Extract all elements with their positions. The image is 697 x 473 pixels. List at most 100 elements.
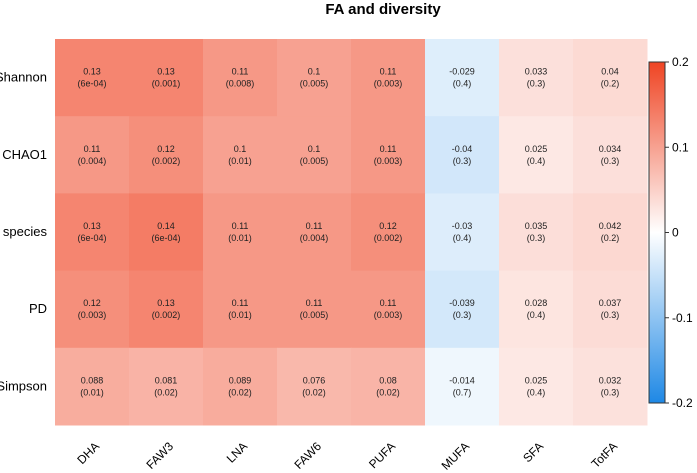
cell-pvalue-label: (6e-04) (77, 79, 106, 89)
cell-pvalue-label: (0.005) (300, 310, 329, 320)
cell-pvalue-label: (0.2) (601, 233, 620, 243)
cell-pvalue-label: (6e-04) (151, 233, 180, 243)
heatmap-cell (129, 39, 204, 117)
cell-value-label: 0.13 (83, 221, 101, 231)
cell-value-label: 0.11 (306, 298, 323, 308)
heatmap-cell (425, 116, 500, 194)
cell-value-label: 0.13 (157, 298, 175, 308)
cell-pvalue-label: (0.02) (228, 387, 252, 397)
heatmap-cell (351, 193, 426, 272)
cell-pvalue-label: (0.01) (228, 233, 252, 243)
cell-value-label: -0.03 (452, 221, 473, 231)
heatmap-cell (573, 39, 648, 117)
heatmap-cell (55, 270, 130, 349)
heatmap-cell (203, 193, 278, 272)
cell-value-label: -0.04 (452, 144, 473, 154)
cell-value-label: 0.12 (379, 221, 397, 231)
cell-value-label: 0.037 (599, 298, 622, 308)
column-label: DHA (74, 439, 102, 467)
legend-tick-label: 0 (672, 226, 679, 240)
heatmap-cell (573, 347, 648, 426)
cell-value-label: 0.11 (232, 298, 249, 308)
column-label: MUFA (439, 439, 472, 472)
row-label: Shannon (0, 70, 47, 85)
heatmap-cell (499, 116, 574, 194)
heatmap-cell (129, 270, 204, 349)
cell-pvalue-label: (0.3) (601, 310, 620, 320)
column-label: FAW3 (143, 439, 176, 472)
heatmap-cell (203, 39, 278, 117)
legend-tick-label: -0.2 (672, 396, 693, 410)
cell-value-label: 0.025 (525, 144, 548, 154)
cell-pvalue-label: (0.4) (527, 387, 546, 397)
heatmap-cell (425, 39, 500, 117)
row-labels: Shannon CHAO1 Obs species PD Simpson (0, 70, 47, 394)
cell-pvalue-label: (0.002) (152, 156, 181, 166)
heatmap-cell (277, 39, 352, 117)
column-label: PUFA (366, 439, 398, 471)
legend-ticks: 0.2 0.1 0 -0.1 -0.2 (665, 55, 693, 410)
heatmap-cell (573, 270, 648, 349)
cell-value-label: 0.11 (232, 67, 249, 77)
cell-value-label: 0.12 (83, 298, 101, 308)
heatmap-cell (499, 193, 574, 272)
cell-pvalue-label: (0.003) (374, 79, 403, 89)
cell-pvalue-label: (6e-04) (77, 233, 106, 243)
heatmap-cell (203, 347, 278, 426)
cell-pvalue-label: (0.002) (374, 233, 403, 243)
legend-tick-label: 0.1 (672, 140, 689, 154)
cell-pvalue-label: (0.3) (527, 79, 546, 89)
cell-pvalue-label: (0.4) (527, 156, 546, 166)
cell-value-label: 0.11 (84, 144, 101, 154)
legend-colorbar (648, 61, 666, 404)
cell-pvalue-label: (0.4) (453, 233, 472, 243)
cell-value-label: 0.034 (599, 144, 622, 154)
cell-pvalue-label: (0.001) (152, 79, 181, 89)
cell-value-label: 0.076 (303, 375, 326, 385)
heatmap-cell (55, 347, 130, 426)
heatmap-cell (573, 193, 648, 272)
heatmap-cell (55, 193, 130, 272)
cell-pvalue-label: (0.005) (300, 156, 329, 166)
cell-pvalue-label: (0.01) (80, 387, 104, 397)
cell-pvalue-label: (0.005) (300, 79, 329, 89)
heatmap-cells: 0.13 (6e-04) 0.13 (0.001) 0.11 (0.008) 0.1 (0.0… (55, 39, 648, 426)
heatmap-cell (499, 347, 574, 426)
cell-pvalue-label: (0.004) (300, 233, 329, 243)
color-legend: 0.2 0.1 0 -0.1 -0.2 (648, 55, 693, 410)
row-label: PD (29, 301, 47, 316)
cell-value-label: -0.039 (449, 298, 475, 308)
cell-value-label: 0.13 (83, 67, 101, 77)
heatmap-cell (425, 347, 500, 426)
cell-value-label: 0.11 (380, 144, 397, 154)
heatmap-cell (129, 116, 204, 194)
cell-pvalue-label: (0.01) (228, 310, 252, 320)
heatmap-cell (573, 116, 648, 194)
cell-pvalue-label: (0.004) (78, 156, 107, 166)
cell-pvalue-label: (0.3) (601, 387, 620, 397)
cell-value-label: 0.11 (380, 298, 397, 308)
cell-value-label: 0.08 (379, 375, 397, 385)
cell-value-label: 0.04 (601, 67, 619, 77)
heatmap-cell (129, 347, 204, 426)
cell-value-label: 0.12 (157, 144, 175, 154)
heatmap-cell (277, 116, 352, 194)
column-label: LNA (224, 439, 250, 465)
cell-pvalue-label: (0.02) (376, 387, 400, 397)
cell-pvalue-label: (0.002) (152, 310, 181, 320)
cell-value-label: 0.028 (525, 298, 548, 308)
cell-pvalue-label: (0.01) (228, 156, 252, 166)
cell-value-label: 0.042 (599, 221, 622, 231)
cell-value-label: 0.025 (525, 375, 548, 385)
column-label: SFA (520, 439, 546, 465)
heatmap-cell (425, 193, 500, 272)
heatmap-cell (129, 193, 204, 272)
cell-pvalue-label: (0.7) (453, 387, 472, 397)
cell-value-label: 0.089 (229, 375, 252, 385)
heatmap-cell (55, 116, 130, 194)
row-label: Obs species (0, 224, 47, 239)
legend-tick-label: 0.2 (672, 55, 689, 69)
row-label: CHAO1 (2, 147, 47, 162)
heatmap-cell (425, 270, 500, 349)
